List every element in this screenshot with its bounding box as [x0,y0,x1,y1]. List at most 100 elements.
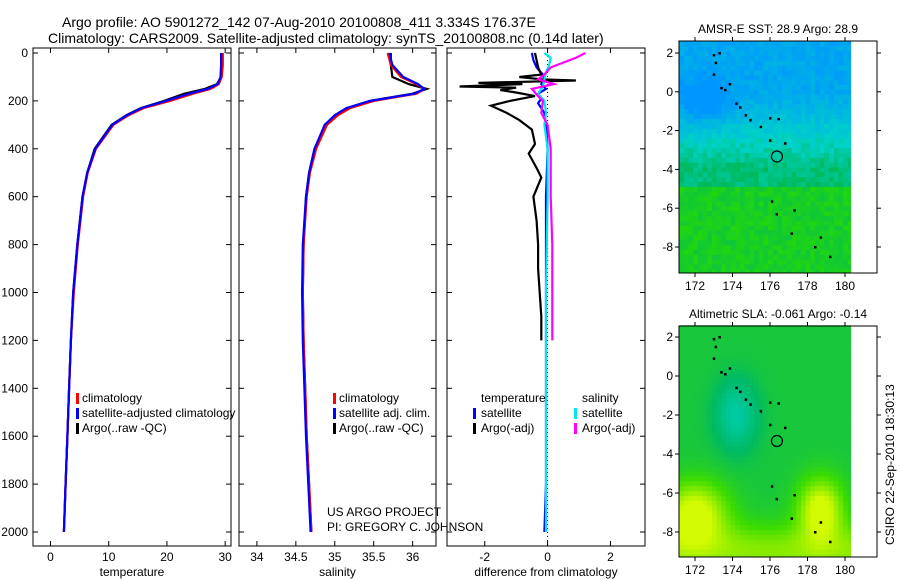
heatmap-cell [711,325,718,331]
heatmap-cell [772,471,778,477]
heatmap-cell [777,383,783,390]
heatmap-cell [716,172,722,178]
heatmap-cell [838,152,844,159]
heatmap-cell [810,447,816,453]
heatmap-cell [800,354,807,360]
heatmap-cell [786,515,793,521]
heatmap-cell [843,374,849,380]
heatmap-cell [786,167,793,173]
heatmap-cell [824,554,830,558]
heatmap-cell [815,491,821,497]
heatmap-cell [768,534,774,541]
heatmap-cell [688,486,694,492]
heatmap-cell [824,359,830,365]
legend-swatch [473,408,476,419]
heatmap-cell [815,55,821,62]
heatmap-cell [725,437,732,443]
heatmap-cell [796,259,802,265]
heatmap-cell [740,515,746,521]
heatmap-cell [829,269,835,274]
heatmap-cell [688,505,694,512]
heatmap-cell [800,225,807,231]
heatmap-cell [791,249,797,256]
heatmap-cell [730,143,736,149]
heatmap-cell [730,471,736,477]
heatmap-cell [754,60,760,67]
heatmap-cell [735,466,741,473]
heatmap-cell [711,393,718,399]
heatmap-cell [819,211,825,217]
heatmap-cell [796,354,802,360]
heatmap-cell [763,544,769,551]
heatmap-cell [833,549,839,555]
heatmap-cell [810,75,816,81]
heatmap-cell [697,114,703,120]
heatmap-cell [749,201,755,207]
heatmap-cell [782,123,788,130]
heatmap-cell [683,245,689,251]
heatmap-cell [796,422,802,429]
heatmap-cell [697,349,703,356]
heatmap-cell [843,143,849,149]
heatmap-cell [768,186,774,193]
heatmap-cell [782,476,788,482]
heatmap-cell [791,427,797,434]
heatmap-cell [833,89,839,96]
heatmap-cell [688,417,694,424]
heatmap-cell [763,408,769,414]
heatmap-cell [815,191,821,197]
heatmap-cell [721,177,727,183]
heatmap-cell [725,422,732,429]
heatmap-cell [683,133,689,139]
heatmap-cell [744,65,750,71]
heatmap-cell [707,456,713,463]
heatmap-cell [819,393,825,399]
heatmap-cell [829,378,835,385]
heatmap-cell [777,259,783,265]
heatmap-cell [810,413,816,419]
heatmap-cell [754,500,760,507]
heatmap-cell [683,403,689,409]
heatmap-cell [697,554,703,558]
heatmap-cell [768,378,774,385]
heatmap-cell [796,330,802,336]
heatmap-cell [716,520,722,526]
heatmap-cell [679,138,685,144]
heatmap-cell [763,133,769,139]
heatmap-cell [772,182,778,188]
heatmap-cell [838,330,844,336]
heatmap-cell [697,133,703,139]
heatmap-cell [768,133,774,139]
heatmap-cell [730,549,736,555]
heatmap-cell [777,152,783,159]
heatmap-cell [777,196,783,202]
heatmap-cell [819,104,825,110]
heatmap-cell [772,60,778,67]
heatmap-cell [697,225,703,231]
heatmap-cell [679,349,685,356]
x-axis-label: difference from climatology [474,565,617,579]
heatmap-cell [772,549,778,555]
heatmap-cell [800,510,807,516]
heatmap-cell [819,476,825,482]
heatmap-cell [707,162,713,168]
heatmap-cell [786,46,793,52]
heatmap-cell [740,491,746,497]
heatmap-cell [730,240,736,246]
heatmap-cell [810,191,816,197]
heatmap-cell [721,403,727,409]
heatmap-cell [702,335,708,341]
project-line1: US ARGO PROJECT [327,505,442,519]
heatmap-cell [791,383,797,390]
sla-heatmap [679,325,852,558]
heatmap-cell [810,554,816,558]
heatmap-cell [819,544,825,551]
heatmap-cell [679,471,685,477]
heatmap-cell [754,249,760,256]
heatmap-cell [711,554,718,558]
y-tick-label: 1800 [1,477,28,491]
heatmap-cell [758,437,764,443]
heatmap-cell [707,245,713,251]
heatmap-cell [725,491,732,497]
heatmap-cell [758,177,764,183]
